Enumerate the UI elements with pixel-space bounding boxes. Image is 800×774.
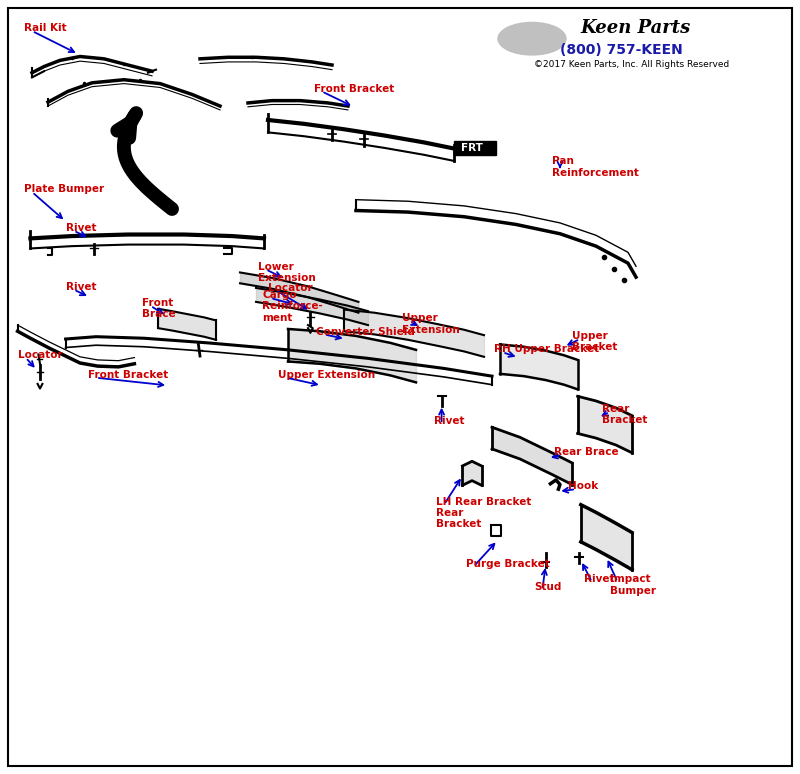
Text: Impact
Bumper: Impact Bumper: [610, 574, 656, 595]
Text: Locator: Locator: [18, 350, 62, 360]
Bar: [454, 141, 496, 155]
Ellipse shape: [498, 22, 566, 55]
Text: RH Upper Bracket: RH Upper Bracket: [494, 344, 599, 354]
Text: Purge Bracket: Purge Bracket: [466, 559, 550, 569]
Text: Hook: Hook: [568, 481, 598, 491]
Text: Plate Bumper: Plate Bumper: [24, 184, 104, 194]
Text: Front
Brace: Front Brace: [142, 298, 176, 319]
Text: Stud: Stud: [534, 582, 562, 592]
Text: Rivet: Rivet: [434, 416, 464, 426]
Text: FRT: FRT: [461, 143, 482, 152]
Text: Upper
Bracket: Upper Bracket: [572, 331, 618, 352]
Text: Locator: Locator: [268, 283, 313, 293]
Text: Rivet: Rivet: [66, 282, 96, 292]
Text: Cargo
Reinforce-
ment: Cargo Reinforce- ment: [262, 290, 323, 323]
Text: Pan
Reinforcement: Pan Reinforcement: [552, 156, 639, 177]
Text: Keen Parts: Keen Parts: [580, 19, 690, 36]
Text: Upper
Extension: Upper Extension: [402, 313, 459, 334]
Text: (800) 757-KEEN: (800) 757-KEEN: [560, 43, 682, 57]
Text: Upper Extension: Upper Extension: [278, 370, 375, 380]
Text: Rivet: Rivet: [584, 574, 614, 584]
Text: LH Rear Bracket
Rear
Bracket: LH Rear Bracket Rear Bracket: [436, 497, 531, 529]
Text: Front Bracket: Front Bracket: [88, 370, 168, 380]
Text: ©2017 Keen Parts, Inc. All Rights Reserved: ©2017 Keen Parts, Inc. All Rights Reserv…: [534, 60, 730, 69]
Text: Front Bracket: Front Bracket: [314, 84, 394, 94]
Text: Rear
Bracket: Rear Bracket: [602, 404, 647, 425]
Text: Rear Brace: Rear Brace: [554, 447, 618, 457]
Text: Rivet: Rivet: [66, 223, 96, 233]
Text: Converter Shield: Converter Shield: [316, 327, 415, 337]
Text: Rail Kit: Rail Kit: [24, 23, 66, 33]
Text: Lower
Extension: Lower Extension: [258, 262, 315, 283]
